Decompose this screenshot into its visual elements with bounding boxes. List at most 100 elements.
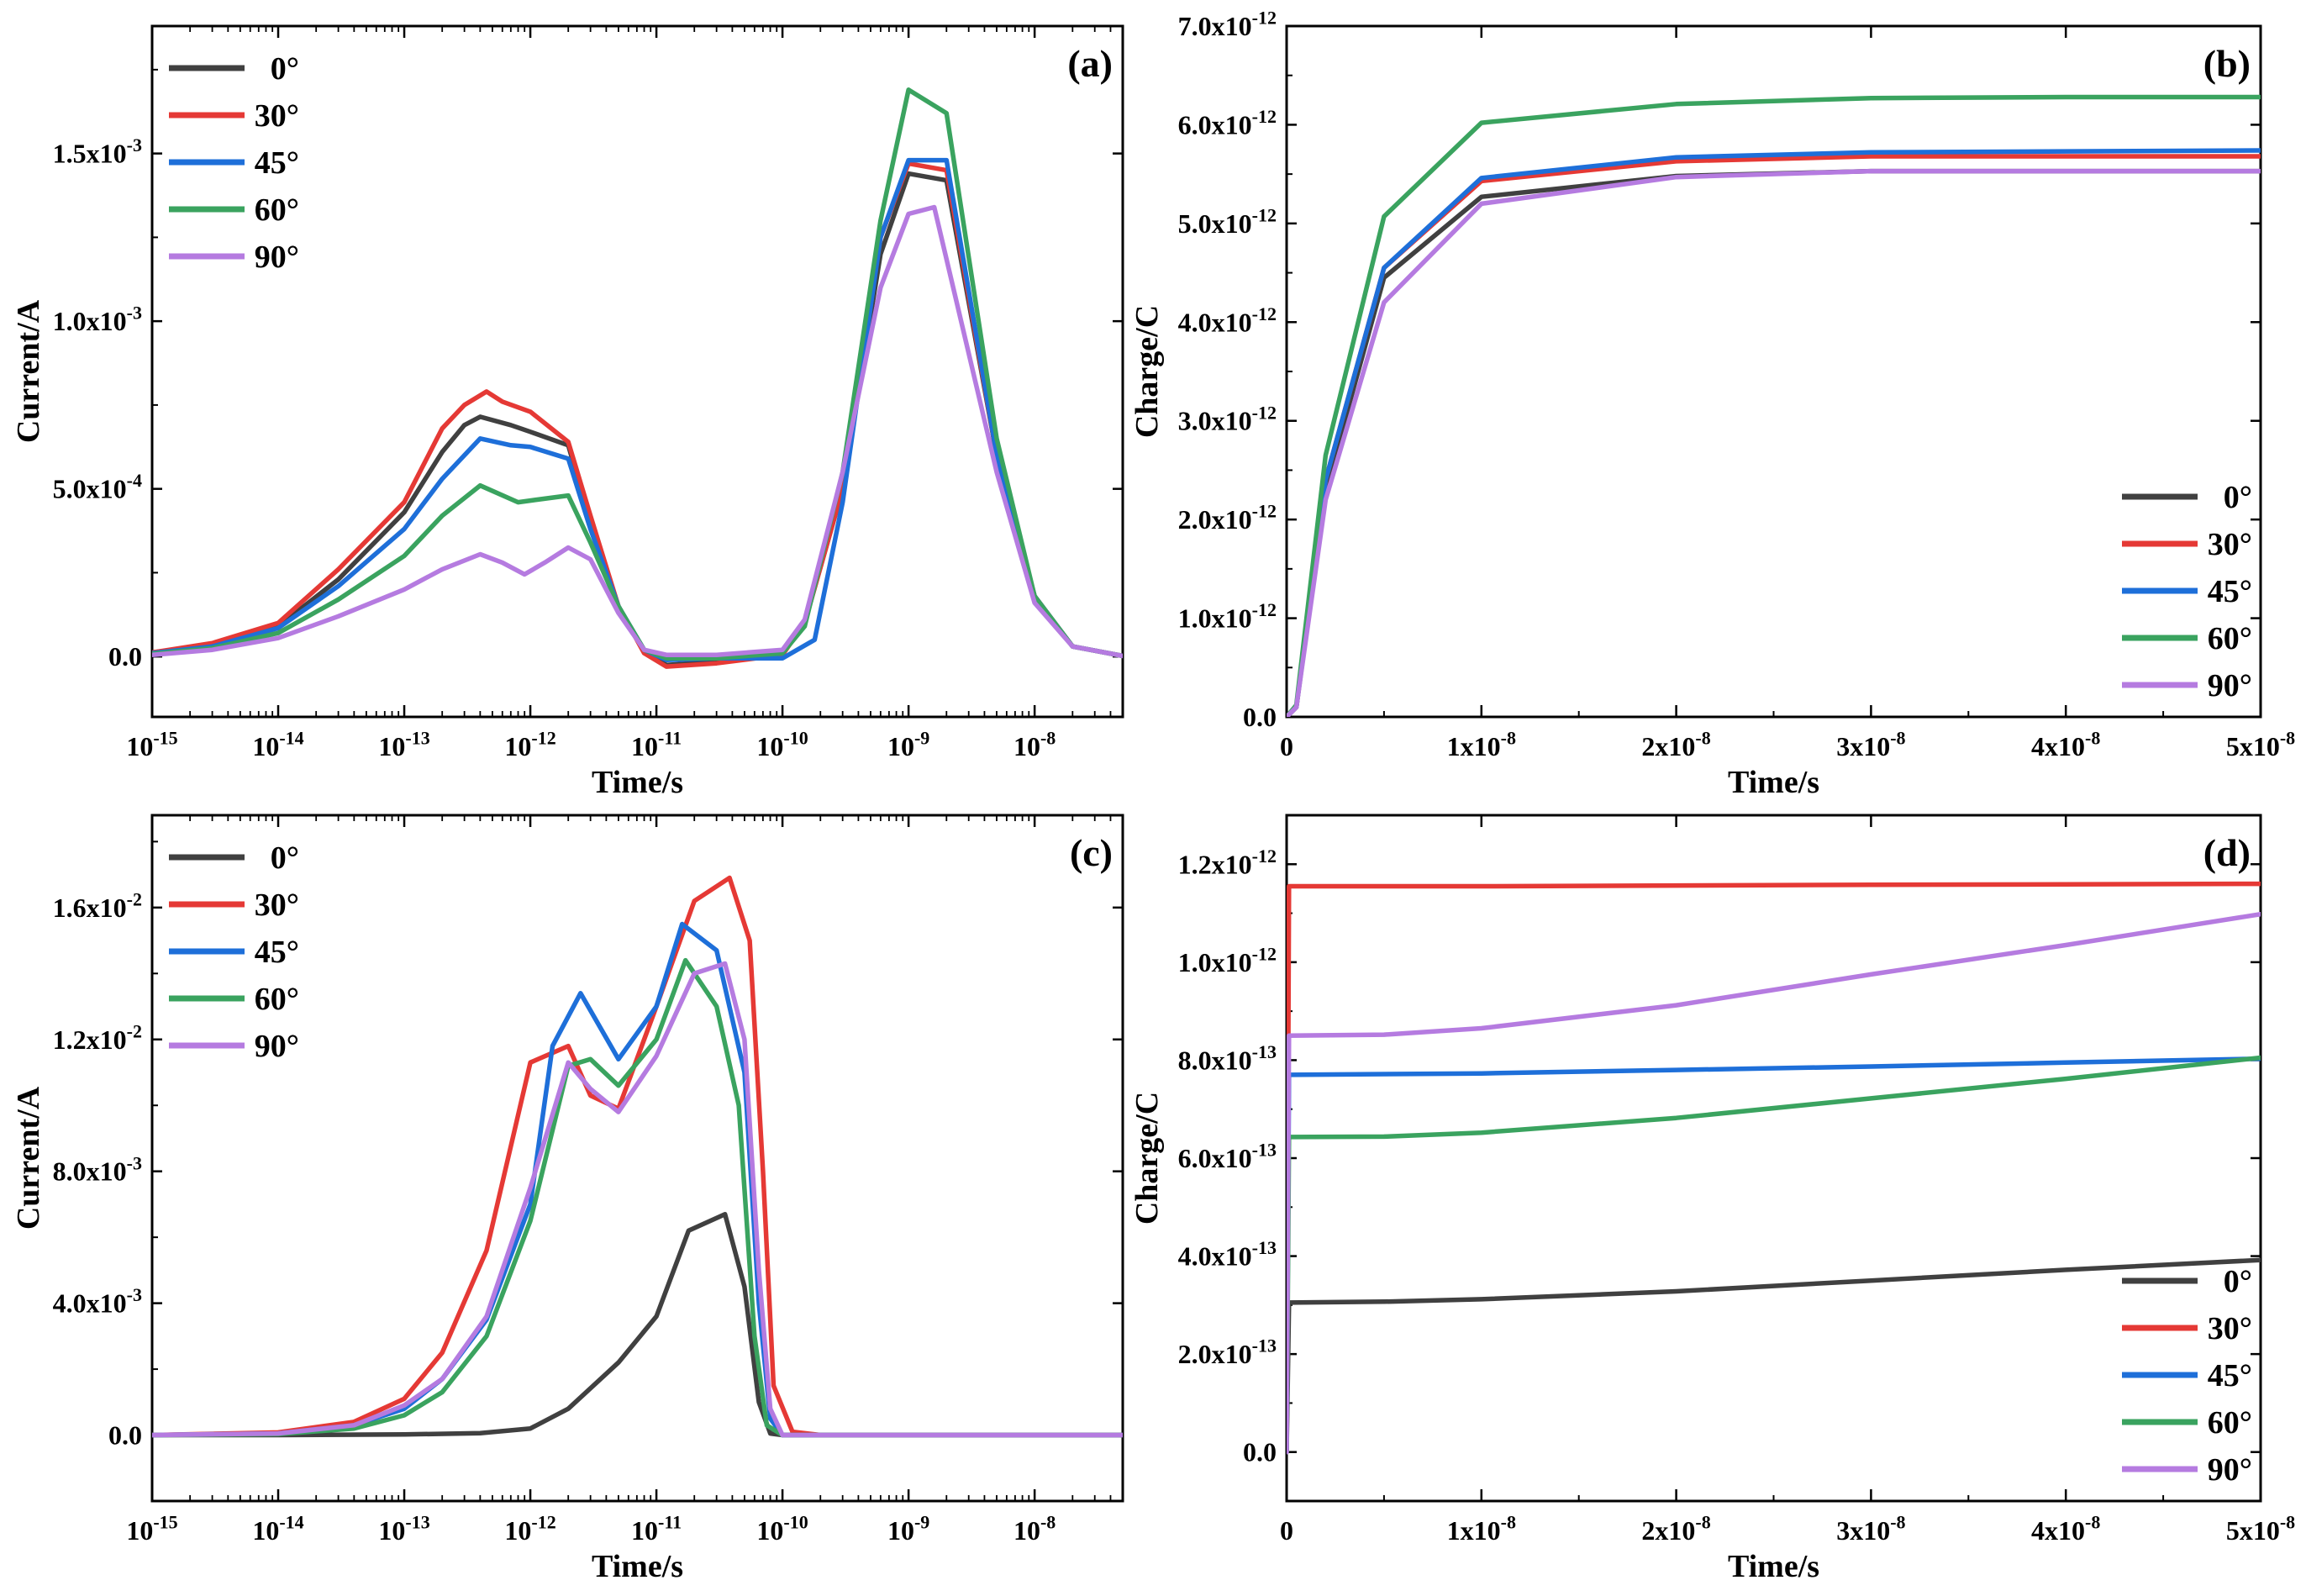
x-tick-label-mantissa: 10 bbox=[887, 731, 914, 761]
x-tick-label-mantissa: 2x10 bbox=[1641, 731, 1695, 761]
legend-label-0deg: 0° bbox=[271, 51, 299, 87]
series-line-90deg bbox=[152, 204, 1123, 659]
y-tick-label-exponent: -3 bbox=[127, 134, 142, 155]
x-tick-label-mantissa: 5x10 bbox=[2226, 1515, 2280, 1546]
y-tick-label-exponent: -12 bbox=[1252, 501, 1277, 522]
y-axis-title: Charge/C bbox=[1129, 1092, 1165, 1225]
x-tick-label-mantissa: 10 bbox=[378, 731, 405, 761]
y-tick-label-mantissa: 0.0 bbox=[1243, 1437, 1277, 1467]
legend-label-60deg: 60° bbox=[255, 982, 299, 1017]
y-tick-label: 8.0x10-13 bbox=[1178, 1041, 1277, 1075]
y-tick-label-mantissa: 5.0x10 bbox=[53, 474, 127, 504]
y-tick-label-exponent: -3 bbox=[127, 1152, 142, 1173]
legend-label-90deg: 90° bbox=[2208, 1452, 2252, 1488]
y-tick-label-mantissa: 1.0x10 bbox=[53, 306, 127, 336]
y-tick-label-mantissa: 6.0x10 bbox=[1178, 1143, 1252, 1173]
x-tick-label: 10-15 bbox=[126, 728, 177, 761]
y-tick-label: 8.0x10-3 bbox=[53, 1152, 142, 1186]
y-tick-label: 0.0 bbox=[108, 641, 142, 672]
y-tick-label: 1.0x10-3 bbox=[53, 303, 142, 336]
x-tick-label: 4x10-8 bbox=[2031, 1512, 2100, 1546]
y-tick-label-exponent: -2 bbox=[127, 1020, 142, 1041]
y-tick-label-mantissa: 1.2x10 bbox=[53, 1024, 127, 1055]
legend-label-90deg: 90° bbox=[2208, 668, 2252, 703]
x-tick-label: 10-8 bbox=[1013, 728, 1056, 761]
x-tick-label-mantissa: 4x10 bbox=[2031, 731, 2085, 761]
x-tick-label-exponent: -8 bbox=[1040, 728, 1056, 749]
x-tick-label-exponent: -15 bbox=[153, 728, 177, 749]
x-axis-title: Time/s bbox=[592, 1549, 683, 1584]
series-line-30deg bbox=[1287, 881, 2261, 1455]
x-tick-label-exponent: -8 bbox=[1890, 728, 1905, 749]
x-tick-label-exponent: -15 bbox=[153, 1512, 177, 1533]
x-tick-label-exponent: -8 bbox=[2085, 1512, 2100, 1533]
y-tick-label: 1.6x10-2 bbox=[53, 888, 142, 922]
x-tick-label: 10-9 bbox=[887, 728, 929, 761]
y-axis-title: Charge/C bbox=[1129, 305, 1165, 438]
axes-frame bbox=[1285, 24, 2262, 719]
y-tick-label-exponent: -12 bbox=[1252, 845, 1277, 866]
legend-label-45deg: 45° bbox=[2208, 574, 2252, 609]
x-tick-label: 3x10-8 bbox=[1836, 728, 1905, 761]
x-tick-label-mantissa: 10 bbox=[252, 1515, 279, 1546]
y-tick-label-exponent: -12 bbox=[1252, 204, 1277, 225]
x-tick-label-exponent: -8 bbox=[1695, 1512, 1710, 1533]
legend-label-0deg: 0° bbox=[2224, 1264, 2252, 1299]
series-line-0deg bbox=[152, 1211, 1123, 1438]
y-tick-label: 1.2x10-12 bbox=[1178, 845, 1277, 879]
y-tick-label: 1.0x10-12 bbox=[1178, 599, 1277, 633]
x-tick-label-mantissa: 4x10 bbox=[2031, 1515, 2085, 1546]
x-tick-label-exponent: -13 bbox=[405, 728, 429, 749]
y-axis-title: Current/A bbox=[11, 1086, 46, 1230]
x-tick-label-mantissa: 10 bbox=[756, 731, 783, 761]
legend-label-45deg: 45° bbox=[2208, 1358, 2252, 1393]
legend-label-30deg: 30° bbox=[2208, 1311, 2252, 1346]
x-tick-label: 10-14 bbox=[252, 1512, 303, 1546]
y-tick-label: 5.0x10-4 bbox=[53, 470, 142, 503]
x-tick-label: 4x10-8 bbox=[2031, 728, 2100, 761]
x-tick-label-exponent: -11 bbox=[658, 1512, 682, 1533]
legend-label-45deg: 45° bbox=[255, 935, 299, 970]
panel-label: (a) bbox=[1067, 42, 1113, 85]
x-tick-label: 10-8 bbox=[1013, 1512, 1056, 1546]
legend-label-30deg: 30° bbox=[255, 98, 299, 134]
y-tick-label: 1.2x10-2 bbox=[53, 1020, 142, 1054]
y-tick-label-mantissa: 4.0x10 bbox=[1178, 307, 1252, 337]
series-line-45deg bbox=[1287, 1056, 2261, 1455]
panel-c: 0.04.0x10-38.0x10-31.2x10-21.6x10-210-15… bbox=[11, 814, 1124, 1584]
x-tick-label-mantissa: 10 bbox=[631, 1515, 658, 1546]
x-tick-label: 1x10-8 bbox=[1447, 1512, 1516, 1546]
x-axis-title: Time/s bbox=[1728, 1549, 1819, 1584]
legend-label-60deg: 60° bbox=[255, 192, 299, 228]
y-tick-label-exponent: -12 bbox=[1252, 402, 1277, 423]
legend-label-30deg: 30° bbox=[255, 888, 299, 923]
y-tick-label-mantissa: 0.0 bbox=[1243, 702, 1277, 732]
x-tick-label-exponent: -12 bbox=[531, 1512, 555, 1533]
x-tick-label-mantissa: 10 bbox=[378, 1515, 405, 1546]
x-tick-label-mantissa: 10 bbox=[504, 731, 531, 761]
panel-d: 0.02.0x10-134.0x10-136.0x10-138.0x10-131… bbox=[1129, 814, 2295, 1584]
legend-label-90deg: 90° bbox=[255, 1029, 299, 1064]
y-tick-label-mantissa: 1.5x10 bbox=[53, 139, 127, 169]
x-tick-label-exponent: -14 bbox=[279, 728, 303, 749]
series-line-30deg bbox=[1287, 154, 2261, 717]
legend-label-45deg: 45° bbox=[255, 145, 299, 181]
y-tick-label-mantissa: 7.0x10 bbox=[1178, 11, 1252, 41]
y-tick-label-mantissa: 8.0x10 bbox=[1178, 1045, 1252, 1075]
axes-frame bbox=[1285, 814, 2262, 1503]
x-tick-label-exponent: -8 bbox=[1501, 728, 1516, 749]
y-tick-label-exponent: -13 bbox=[1252, 1237, 1277, 1258]
x-tick-label-mantissa: 10 bbox=[1013, 1515, 1040, 1546]
x-tick-label-exponent: -14 bbox=[279, 1512, 303, 1533]
x-tick-label: 10-11 bbox=[631, 1512, 682, 1546]
x-tick-label-mantissa: 10 bbox=[887, 1515, 914, 1546]
series-line-90deg bbox=[152, 961, 1123, 1438]
y-tick-label-mantissa: 3.0x10 bbox=[1178, 406, 1252, 436]
y-tick-label-mantissa: 6.0x10 bbox=[1178, 109, 1252, 140]
y-tick-label-exponent: -4 bbox=[127, 470, 142, 491]
x-tick-label: 2x10-8 bbox=[1641, 728, 1710, 761]
x-tick-label-mantissa: 3x10 bbox=[1836, 731, 1890, 761]
y-tick-label: 6.0x10-12 bbox=[1178, 106, 1277, 140]
x-tick-label-exponent: -8 bbox=[1695, 728, 1710, 749]
y-tick-label: 0.0 bbox=[1243, 1437, 1277, 1467]
